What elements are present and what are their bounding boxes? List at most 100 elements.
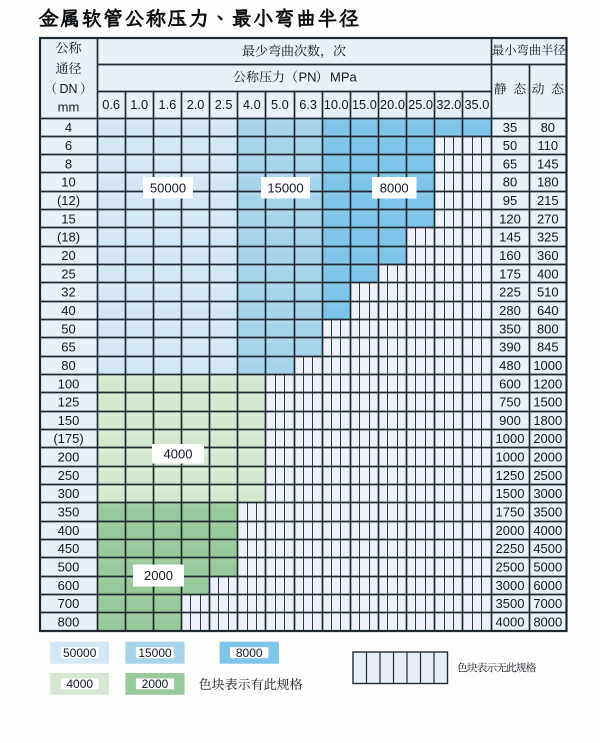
- svg-text:3500: 3500: [533, 505, 562, 520]
- svg-text:25.0: 25.0: [408, 97, 433, 112]
- svg-text:4500: 4500: [533, 541, 562, 556]
- svg-text:800: 800: [58, 614, 80, 629]
- svg-text:35: 35: [503, 120, 517, 135]
- svg-text:mm: mm: [58, 100, 80, 115]
- svg-text:450: 450: [58, 541, 80, 556]
- svg-text:20: 20: [61, 248, 75, 263]
- svg-text:360: 360: [537, 248, 559, 263]
- svg-text:80: 80: [61, 358, 75, 373]
- svg-text:5000: 5000: [533, 560, 562, 575]
- svg-text:1.6: 1.6: [159, 97, 177, 112]
- svg-text:4: 4: [65, 120, 72, 135]
- svg-text:32: 32: [61, 285, 75, 300]
- svg-text:1500: 1500: [533, 395, 562, 410]
- svg-text:175: 175: [499, 266, 521, 281]
- svg-text:8000: 8000: [380, 180, 409, 195]
- svg-text:1500: 1500: [496, 486, 525, 501]
- svg-text:10.0: 10.0: [324, 97, 349, 112]
- svg-text:20.0: 20.0: [380, 97, 405, 112]
- svg-text:700: 700: [58, 596, 80, 611]
- svg-text:390: 390: [499, 340, 521, 355]
- svg-text:6.3: 6.3: [299, 97, 317, 112]
- svg-text:100: 100: [58, 376, 80, 391]
- svg-text:600: 600: [58, 578, 80, 593]
- svg-text:480: 480: [499, 358, 521, 373]
- svg-text:50000: 50000: [63, 646, 97, 660]
- svg-text:150: 150: [58, 413, 80, 428]
- svg-text:1000: 1000: [496, 450, 525, 465]
- svg-text:32.0: 32.0: [436, 97, 461, 112]
- svg-text:2000: 2000: [144, 568, 173, 583]
- svg-text:800: 800: [537, 321, 559, 336]
- svg-text:4000: 4000: [66, 677, 93, 691]
- svg-text:1250: 1250: [496, 468, 525, 483]
- svg-text:120: 120: [499, 211, 521, 226]
- svg-text:2000: 2000: [496, 523, 525, 538]
- svg-text:215: 215: [537, 193, 559, 208]
- svg-text:125: 125: [58, 395, 80, 410]
- svg-text:8000: 8000: [533, 614, 562, 629]
- svg-text:600: 600: [499, 376, 521, 391]
- svg-text:4000: 4000: [164, 446, 193, 461]
- svg-text:50: 50: [61, 321, 75, 336]
- svg-text:4.0: 4.0: [243, 97, 261, 112]
- svg-text:5.0: 5.0: [271, 97, 289, 112]
- svg-text:10: 10: [61, 175, 75, 190]
- svg-text:2500: 2500: [533, 468, 562, 483]
- svg-text:2500: 2500: [496, 560, 525, 575]
- svg-text:50000: 50000: [150, 180, 186, 195]
- svg-text:50: 50: [503, 138, 517, 153]
- svg-text:DN: DN: [59, 82, 77, 96]
- svg-text:270: 270: [537, 211, 559, 226]
- svg-text:1200: 1200: [533, 376, 562, 391]
- svg-text:(18): (18): [57, 230, 80, 245]
- svg-text:300: 300: [58, 486, 80, 501]
- svg-text:(175): (175): [53, 431, 83, 446]
- svg-text:145: 145: [537, 156, 559, 171]
- svg-text:80: 80: [503, 175, 517, 190]
- svg-text:MPa: MPa: [330, 70, 358, 85]
- svg-text:500: 500: [58, 560, 80, 575]
- svg-text:2000: 2000: [533, 450, 562, 465]
- svg-text:15.0: 15.0: [352, 97, 377, 112]
- svg-text:2.5: 2.5: [215, 97, 233, 112]
- svg-text:3500: 3500: [496, 596, 525, 611]
- svg-text:2.0: 2.0: [187, 97, 205, 112]
- svg-text:1000: 1000: [496, 431, 525, 446]
- svg-text:(12): (12): [57, 193, 80, 208]
- svg-text:1.0: 1.0: [130, 97, 148, 112]
- svg-text:145: 145: [499, 230, 521, 245]
- svg-text:1800: 1800: [533, 413, 562, 428]
- svg-text:160: 160: [499, 248, 521, 263]
- svg-text:3000: 3000: [533, 486, 562, 501]
- svg-text:1750: 1750: [496, 505, 525, 520]
- svg-text:3000: 3000: [496, 578, 525, 593]
- svg-text:6: 6: [65, 138, 72, 153]
- svg-text:640: 640: [537, 303, 559, 318]
- svg-text:250: 250: [58, 468, 80, 483]
- svg-text:35.0: 35.0: [464, 97, 489, 112]
- svg-text:510: 510: [537, 285, 559, 300]
- svg-text:400: 400: [537, 266, 559, 281]
- svg-text:325: 325: [537, 230, 559, 245]
- svg-text:65: 65: [61, 340, 75, 355]
- svg-text:15: 15: [61, 211, 75, 226]
- svg-text:15000: 15000: [267, 180, 303, 195]
- svg-text:40: 40: [61, 303, 75, 318]
- svg-text:845: 845: [537, 340, 559, 355]
- svg-text:280: 280: [499, 303, 521, 318]
- svg-text:7000: 7000: [533, 596, 562, 611]
- svg-text:PN: PN: [299, 70, 317, 85]
- svg-text:25: 25: [61, 266, 75, 281]
- svg-text:0.6: 0.6: [102, 97, 120, 112]
- svg-text:4000: 4000: [496, 614, 525, 629]
- svg-text:225: 225: [499, 285, 521, 300]
- svg-text:15000: 15000: [138, 646, 172, 660]
- svg-text:2000: 2000: [533, 431, 562, 446]
- svg-text:6000: 6000: [533, 578, 562, 593]
- svg-text:180: 180: [537, 175, 559, 190]
- svg-text:4000: 4000: [533, 523, 562, 538]
- svg-text:1000: 1000: [533, 358, 562, 373]
- svg-text:350: 350: [499, 321, 521, 336]
- svg-text:750: 750: [499, 395, 521, 410]
